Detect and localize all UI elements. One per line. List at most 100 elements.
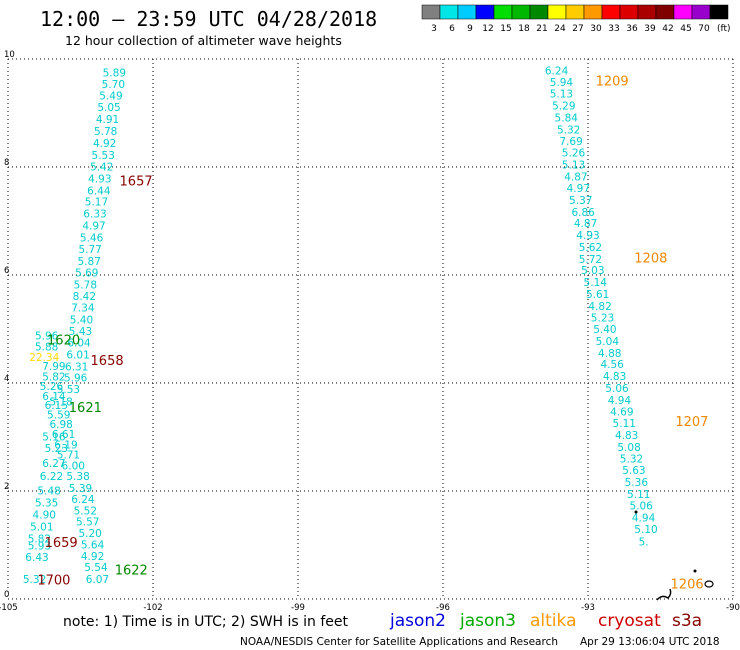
wave-height-point: 5.61 [586, 289, 609, 301]
wave-height-point: 5.38 [66, 471, 89, 483]
wave-height-values: 5.895.705.495.054.915.784.925.535.424.93… [23, 65, 658, 586]
wave-height-point: 6.00 [62, 461, 85, 473]
color-swatch-label: 24 [554, 24, 566, 34]
wave-height-point: 5. [639, 536, 649, 548]
wave-height-point: 5.70 [102, 79, 125, 91]
wave-height-point: 5.40 [70, 314, 93, 326]
color-swatch [529, 4, 549, 20]
wave-height-point: 5.93 [28, 541, 51, 553]
pass-time-label: 1209 [596, 75, 629, 90]
island-dot [693, 569, 697, 573]
wave-height-point: 5.13 [550, 89, 573, 101]
color-swatch [691, 4, 711, 20]
wave-height-point: 4.93 [88, 173, 111, 185]
wave-height-point: 5.78 [94, 126, 117, 138]
x-tick-label: -102 [143, 603, 162, 613]
timestamp-text: Apr 29 13:06:04 UTC 2018 [580, 636, 720, 648]
color-swatch-label: 39 [644, 24, 656, 34]
units-note: note: 1) Time is in UTC; 2) SWH is in fe… [63, 614, 349, 630]
wave-height-point: 4.69 [610, 407, 633, 419]
pass-time-label: 1206 [671, 577, 704, 592]
wave-height-point: 5.53 [92, 150, 115, 162]
y-tick-label: 0 [4, 590, 9, 600]
wave-height-point: 5.39 [69, 483, 92, 495]
wave-height-point: 4.94 [632, 513, 656, 525]
wave-height-point: 6.01 [66, 349, 89, 361]
color-swatch [637, 4, 657, 20]
wave-height-point: 5.82 [28, 534, 51, 546]
color-swatch [565, 4, 585, 20]
wave-height-point: 5.49 [99, 90, 122, 102]
wave-height-point: 5.11 [613, 418, 636, 430]
wave-height-point: 4.92 [81, 551, 104, 563]
wave-height-point: 5.54 [84, 562, 108, 574]
wave-height-point: 5.96 [35, 331, 59, 343]
wave-height-point: 6.14 [42, 391, 66, 403]
wave-height-point: 5.14 [584, 277, 608, 289]
wave-height-point: 5.53 [57, 384, 80, 396]
color-swatch-label: 45 [680, 24, 691, 34]
pass-time-label: 1658 [91, 354, 124, 369]
wave-height-point: 6.31 [65, 361, 88, 373]
y-tick-label: 2 [4, 482, 9, 492]
island-dot [634, 510, 638, 514]
pass-time-label: 1208 [634, 251, 667, 266]
satellite-legend-entry: cryosat [598, 611, 661, 631]
wave-height-point: 6.22 [40, 471, 63, 483]
color-swatch [547, 4, 567, 20]
wave-height-point: 6.33 [83, 209, 106, 221]
wave-height-point: 6.61 [52, 429, 75, 441]
color-swatch-label: 6 [449, 24, 455, 34]
x-tick-label: -96 [436, 603, 450, 613]
island-marker [704, 580, 714, 588]
color-swatch [655, 4, 675, 20]
wave-height-point: 7.34 [71, 302, 95, 314]
wave-height-point: 5.71 [57, 449, 80, 461]
wave-height-point: 5.17 [85, 197, 108, 209]
wave-height-point: 8.42 [73, 291, 96, 303]
wave-height-point: 6.15 [45, 400, 68, 412]
pass-time-label: 1622 [115, 563, 148, 578]
wave-height-point: 5.35 [35, 497, 58, 509]
wave-height-point: 4.83 [615, 430, 638, 442]
axis-ticks: -105 -102 -99 -96 -93 -90 0 2 4 6 8 10 [0, 50, 740, 613]
pass-time-labels: 1657 1620 1658 1621 1659 1622 1700 1209 1208 1207… [37, 75, 708, 593]
wave-height-point: 4.93 [576, 230, 599, 242]
color-swatch-label: 36 [626, 24, 638, 34]
wave-height-point: 5.89 [103, 68, 126, 80]
color-swatch-label: 15 [500, 24, 511, 34]
wave-height-point: 5.11 [627, 489, 650, 501]
wave-height-point: 5.10 [634, 524, 657, 536]
color-swatch [709, 4, 729, 20]
color-swatch-label: 27 [572, 24, 583, 34]
wave-height-point: 5.77 [78, 244, 101, 256]
color-swatch [439, 4, 459, 20]
pass-time-label: 1657 [120, 175, 153, 190]
page-subtitle: 12 hour collection of altimeter wave hei… [65, 33, 342, 48]
color-swatch [511, 4, 531, 20]
satellite-legend-entry: jason3 [459, 611, 516, 631]
wave-height-point: 6.24 [545, 65, 569, 77]
wave-height-point: 5.29 [552, 101, 575, 113]
wave-height-point: 5.06 [629, 501, 653, 513]
wave-height-point: 5.32 [557, 124, 580, 136]
x-tick-label: -90 [726, 603, 740, 613]
x-tick-label: -93 [581, 603, 595, 613]
x-tick-label: -99 [291, 603, 305, 613]
wave-height-point: 4.82 [588, 301, 611, 313]
satellite-legend: jason2 jason3 altika cryosat s3a [389, 611, 702, 631]
wave-height-point: 5.88 [35, 341, 58, 353]
wave-height-point: 5.52 [74, 506, 97, 518]
wave-height-point: 4.56 [600, 359, 624, 371]
y-tick-label: 8 [4, 158, 9, 168]
wave-height-point: 5.63 [622, 465, 645, 477]
wave-height-point: 5.16 [42, 432, 66, 444]
color-scale-bar: 3 6 9 12 15 18 21 24 27 30 33 36 39 42 45 70 [421, 4, 729, 34]
wave-height-point: 5.40 [593, 324, 616, 336]
y-tick-label: 6 [4, 266, 9, 276]
wave-height-point: 5.48 [37, 486, 60, 498]
wave-height-point: 6.43 [25, 552, 48, 564]
pass-time-label: 1207 [675, 415, 708, 430]
wave-height-point: 6.19 [54, 440, 77, 452]
